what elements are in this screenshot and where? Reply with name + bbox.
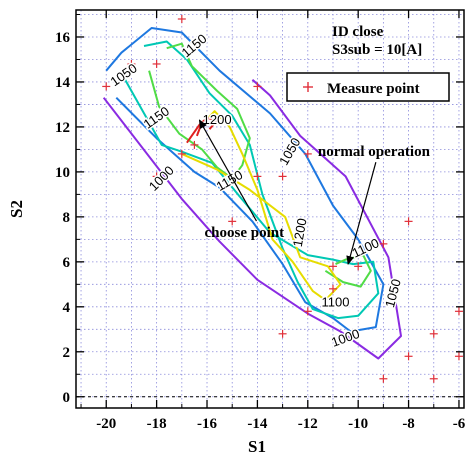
measure-point <box>379 239 388 248</box>
x-tick-label: -12 <box>298 416 318 432</box>
legend-box <box>286 72 450 102</box>
x-tick-label: -18 <box>147 416 167 432</box>
measure-point <box>404 352 413 361</box>
annotation-label: choose point <box>204 225 284 241</box>
x-axis-title: S1 <box>248 437 266 456</box>
x-tick-label: -8 <box>402 416 415 432</box>
measure-point <box>303 307 312 316</box>
contour-1200 <box>181 110 342 302</box>
measure-point <box>354 262 363 271</box>
y-tick-label: 12 <box>55 120 70 136</box>
y-tick-label: 2 <box>63 345 71 361</box>
y-tick-label: 4 <box>63 300 71 316</box>
y-tick-label: 8 <box>63 210 71 226</box>
measure-point <box>253 82 262 91</box>
measure-point <box>152 172 161 181</box>
contour-lines <box>102 27 402 360</box>
measure-point <box>429 374 438 383</box>
measure-point <box>253 172 262 181</box>
legend-marker <box>303 82 313 92</box>
plot-frame <box>75 9 465 409</box>
x-tick-label: -6 <box>453 416 466 432</box>
contour-1100 <box>123 40 380 320</box>
x-tick-label: -20 <box>96 416 116 432</box>
measure-point <box>404 217 413 226</box>
title-line-1: ID close <box>332 24 384 40</box>
y-axis-title: S2 <box>7 200 26 218</box>
chart-title: ID close S3sub = 10[A] <box>332 24 422 58</box>
measure-point <box>278 172 287 181</box>
annotation-arrow <box>198 119 258 222</box>
contour-1150 <box>148 42 251 180</box>
measure-point <box>127 59 136 68</box>
contour-1250 <box>186 116 219 144</box>
y-tick-label: 6 <box>63 255 71 271</box>
contour-1150 <box>324 254 372 288</box>
contour-label: 1000 <box>146 163 177 194</box>
measure-points <box>102 14 463 383</box>
contour-1000 <box>102 78 402 360</box>
annotation-label: normal operation <box>318 144 431 160</box>
legend: Measure point <box>286 72 450 102</box>
measure-point <box>379 374 388 383</box>
contour-label: 1100 <box>322 294 350 309</box>
measure-point <box>278 329 287 338</box>
measure-point <box>177 149 186 158</box>
measure-point <box>177 14 186 23</box>
axes: -20 -18 -16 -14 -12 -10 -8 -6 0 2 4 6 8 10 12 14 16 <box>55 9 466 432</box>
x-tick-label: -10 <box>348 416 368 432</box>
measure-point <box>454 352 463 361</box>
x-tick-label: -16 <box>197 416 217 432</box>
contour-1050 <box>105 27 385 333</box>
y-tick-label: 10 <box>55 165 70 181</box>
measure-point <box>228 217 237 226</box>
legend-label: Measure point <box>327 81 420 97</box>
contour-label: 1050 <box>382 277 404 309</box>
measure-point <box>429 329 438 338</box>
contour-label: 1200 <box>203 112 232 127</box>
measure-point <box>328 262 337 271</box>
annotation-arrow <box>346 162 377 266</box>
contour-label: 1050 <box>276 135 303 168</box>
measure-point <box>102 82 111 91</box>
contour-label: 1000 <box>329 326 361 350</box>
measure-point <box>454 307 463 316</box>
measure-point <box>190 140 199 149</box>
measure-point <box>152 59 161 68</box>
annotations: normal operation choose point <box>198 119 431 266</box>
y-tick-label: 14 <box>55 75 71 91</box>
contour-label: 1200 <box>290 217 310 248</box>
y-tick-label: 16 <box>55 30 71 46</box>
y-tick-label: 0 <box>63 390 71 406</box>
measure-point <box>328 284 337 293</box>
measure-point <box>303 149 312 158</box>
title-line-2: S3sub = 10[A] <box>332 42 422 58</box>
x-tick-label: -14 <box>247 416 267 432</box>
